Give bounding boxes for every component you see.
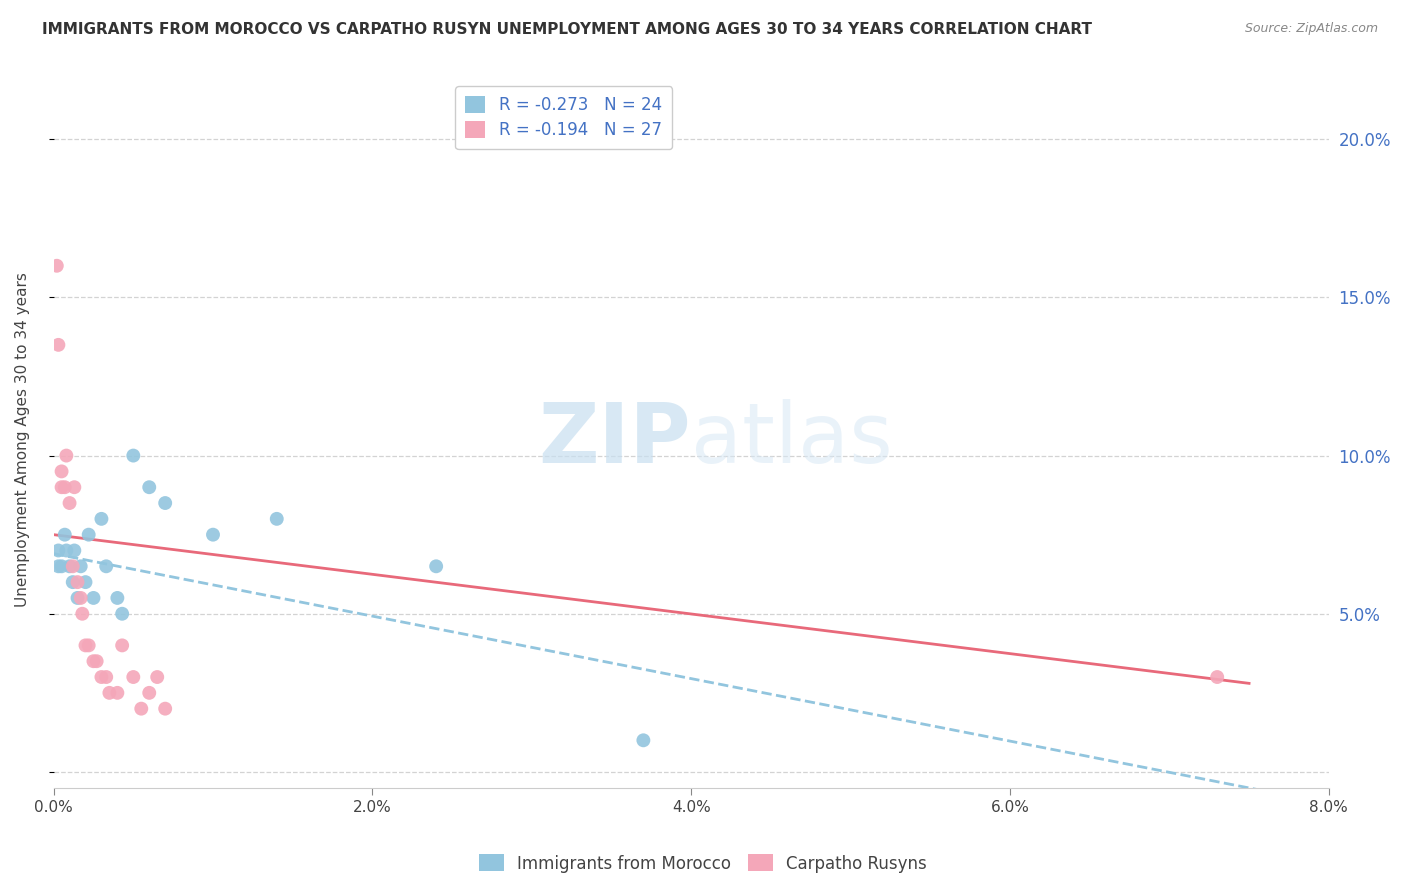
Point (633, 733, 655, 747)
Point (122, 670, 145, 684)
Point (75, 639, 97, 653)
Y-axis label: Unemployment Among Ages 30 to 34 years: Unemployment Among Ages 30 to 34 years (15, 272, 30, 607)
Point (51, 464, 73, 478)
Point (53, 480, 76, 494)
Point (77, 639, 100, 653)
Point (1206, 670, 1229, 684)
Point (122, 449, 145, 463)
Point (62, 559, 84, 574)
Point (63, 543, 86, 558)
Text: Source: ZipAtlas.com: Source: ZipAtlas.com (1244, 22, 1378, 36)
Point (66, 591, 89, 605)
Point (146, 670, 169, 684)
Point (77, 527, 100, 541)
Point (51, 559, 73, 574)
Point (66, 575, 89, 590)
Text: ZIP: ZIP (538, 400, 692, 480)
Point (75, 575, 97, 590)
Point (96, 670, 118, 684)
Point (51, 480, 73, 494)
Point (55, 543, 77, 558)
Point (53, 527, 76, 541)
Point (86, 654, 108, 668)
Point (55, 449, 77, 463)
Text: atlas: atlas (692, 400, 893, 480)
Point (138, 686, 160, 700)
Point (63, 480, 86, 494)
Legend: Immigrants from Morocco, Carpatho Rusyns: Immigrants from Morocco, Carpatho Rusyns (472, 847, 934, 880)
Point (96, 559, 118, 574)
Text: IMMIGRANTS FROM MOROCCO VS CARPATHO RUSYN UNEMPLOYMENT AMONG AGES 30 TO 34 YEARS: IMMIGRANTS FROM MOROCCO VS CARPATHO RUSY… (42, 22, 1092, 37)
Point (48, 559, 70, 574)
Point (48, 338, 70, 352)
Point (45, 259, 67, 273)
Point (90, 670, 112, 684)
Point (72, 607, 94, 621)
Point (98, 686, 121, 700)
Point (153, 496, 176, 510)
Point (266, 512, 288, 526)
Legend: R = -0.273   N = 24, R = -0.194   N = 27: R = -0.273 N = 24, R = -0.194 N = 27 (456, 87, 672, 149)
Point (90, 512, 112, 526)
Point (58, 559, 80, 574)
Point (82, 654, 104, 668)
Point (201, 527, 224, 541)
Point (58, 496, 80, 510)
Point (425, 559, 447, 574)
Point (48, 543, 70, 558)
Point (153, 701, 176, 715)
Point (62, 575, 84, 590)
Point (69, 591, 91, 605)
Point (105, 591, 128, 605)
Point (111, 639, 134, 653)
Point (82, 591, 104, 605)
Point (138, 480, 160, 494)
Point (69, 559, 91, 574)
Point (111, 607, 134, 621)
Point (129, 701, 152, 715)
Point (105, 686, 128, 700)
